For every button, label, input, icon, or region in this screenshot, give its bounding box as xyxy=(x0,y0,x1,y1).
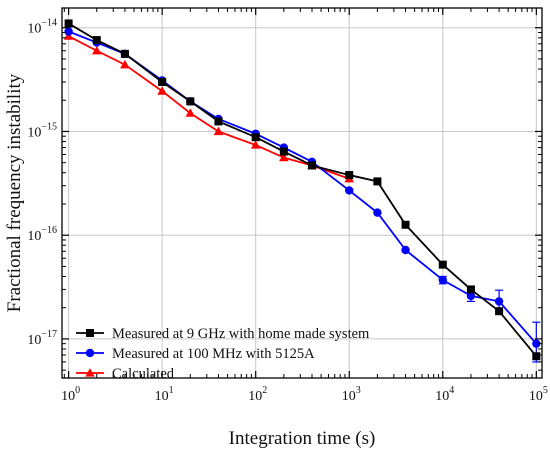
data-point xyxy=(213,126,224,136)
x-tick-label: 102 xyxy=(248,385,267,404)
legend-label: Measured at 9 GHz with home made system xyxy=(112,326,370,342)
data-point xyxy=(186,97,195,106)
data-point xyxy=(438,275,447,285)
data-point xyxy=(250,140,261,149)
y-tick-label: 10−14 xyxy=(27,18,57,37)
x-tick-label: 100 xyxy=(61,385,80,404)
legend-marker xyxy=(85,368,95,377)
y-tick-label: 10−17 xyxy=(27,329,57,348)
data-point xyxy=(438,260,447,269)
data-point xyxy=(401,220,410,229)
data-point xyxy=(251,133,260,142)
x-tick-label: 103 xyxy=(342,385,361,404)
data-point xyxy=(466,291,476,301)
data-point xyxy=(120,49,129,58)
x-tick-label: 105 xyxy=(529,385,548,404)
data-point xyxy=(308,161,317,170)
data-point xyxy=(92,36,101,45)
data-point xyxy=(279,147,288,156)
data-point xyxy=(279,152,289,162)
data-point xyxy=(91,45,102,55)
plot-frame xyxy=(61,7,543,379)
legend: Measured at 9 GHz with home made system M… xyxy=(76,326,370,382)
data-point xyxy=(373,177,382,186)
data-point xyxy=(466,285,475,294)
data-point xyxy=(494,297,504,306)
y-tick-label: 10−15 xyxy=(27,121,57,140)
data-point xyxy=(532,352,541,361)
ticks xyxy=(62,8,542,378)
x-axis-title: Integration time (s) xyxy=(229,428,376,449)
legend-marker xyxy=(85,348,95,358)
legend-entry: Measured at 9 GHz with home made system xyxy=(76,326,370,342)
data-point xyxy=(157,86,167,95)
y-axis-title: Fractional frequency instability xyxy=(4,73,25,312)
series-layer xyxy=(63,19,541,363)
data-point xyxy=(373,208,382,217)
x-tick-label: 101 xyxy=(155,385,174,404)
data-point xyxy=(185,108,196,117)
data-point xyxy=(64,19,73,28)
data-point xyxy=(64,27,73,36)
legend-entry: Measured at 100 MHz with 5125A xyxy=(76,346,315,362)
legend-entry: Calculated xyxy=(76,366,175,382)
x-tick-label: 104 xyxy=(435,385,454,404)
legend-label: Calculated xyxy=(112,366,175,382)
data-point xyxy=(214,117,223,126)
data-point xyxy=(345,171,354,180)
grid xyxy=(62,8,542,378)
series-square xyxy=(64,19,541,361)
data-point xyxy=(120,59,130,69)
data-point xyxy=(158,77,167,86)
data-point xyxy=(401,245,410,255)
series-line xyxy=(68,22,538,357)
y-tick-label: 10−16 xyxy=(27,225,57,244)
series-line xyxy=(68,35,350,180)
data-point xyxy=(532,339,541,348)
data-point xyxy=(495,307,504,316)
data-point xyxy=(345,186,354,195)
legend-marker xyxy=(86,329,94,337)
legend-label: Measured at 100 MHz with 5125A xyxy=(112,346,315,362)
tick-labels: 100 101 102 103 104 105 10−14 10−15 10−16 10−17 xyxy=(27,18,547,404)
